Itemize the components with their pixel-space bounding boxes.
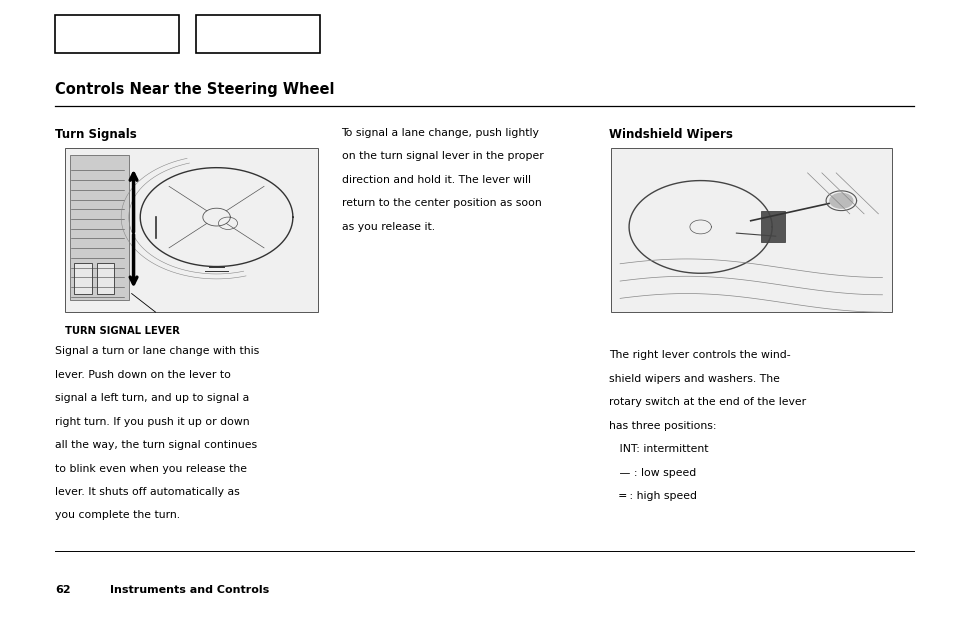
Bar [70,154,129,300]
Text: all the way, the turn signal continues: all the way, the turn signal continues [55,440,257,450]
Bar [55,15,179,53]
Text: The right lever controls the wind-: The right lever controls the wind- [608,350,789,360]
Text: Signal a turn or lane change with this: Signal a turn or lane change with this [55,346,259,356]
Text: rotary switch at the end of the lever: rotary switch at the end of the lever [608,397,805,407]
Bar [65,148,317,312]
Text: ═ : high speed: ═ : high speed [608,491,696,501]
Text: you complete the turn.: you complete the turn. [55,510,180,520]
Bar [65,148,317,312]
Text: signal a left turn, and up to signal a: signal a left turn, and up to signal a [55,393,250,403]
Bar [760,211,784,242]
Text: Turn Signals: Turn Signals [55,128,137,141]
Text: 62: 62 [55,585,71,595]
Circle shape [829,193,852,208]
Text: on the turn signal lever in the proper: on the turn signal lever in the proper [341,151,542,161]
Text: has three positions:: has three positions: [608,421,716,431]
Text: right turn. If you push it up or down: right turn. If you push it up or down [55,417,250,426]
Text: lever. Push down on the lever to: lever. Push down on the lever to [55,370,231,379]
Bar [97,263,114,294]
Text: lever. It shuts off automatically as: lever. It shuts off automatically as [55,487,240,497]
Text: return to the center position as soon: return to the center position as soon [341,198,540,208]
Text: to blink even when you release the: to blink even when you release the [55,464,247,473]
Bar [74,263,91,294]
Text: — : low speed: — : low speed [608,468,695,478]
Text: shield wipers and washers. The: shield wipers and washers. The [608,374,779,384]
Text: TURN SIGNAL LEVER: TURN SIGNAL LEVER [65,326,179,336]
Text: direction and hold it. The lever will: direction and hold it. The lever will [341,175,530,185]
Text: To signal a lane change, push lightly: To signal a lane change, push lightly [341,128,538,138]
Bar [195,15,319,53]
Text: Controls Near the Steering Wheel: Controls Near the Steering Wheel [55,82,335,96]
Bar [610,148,891,312]
Text: as you release it.: as you release it. [341,222,435,232]
Text: INT: intermittent: INT: intermittent [608,444,707,454]
Bar [610,148,891,312]
Text: Windshield Wipers: Windshield Wipers [608,128,732,141]
Text: Instruments and Controls: Instruments and Controls [110,585,269,595]
